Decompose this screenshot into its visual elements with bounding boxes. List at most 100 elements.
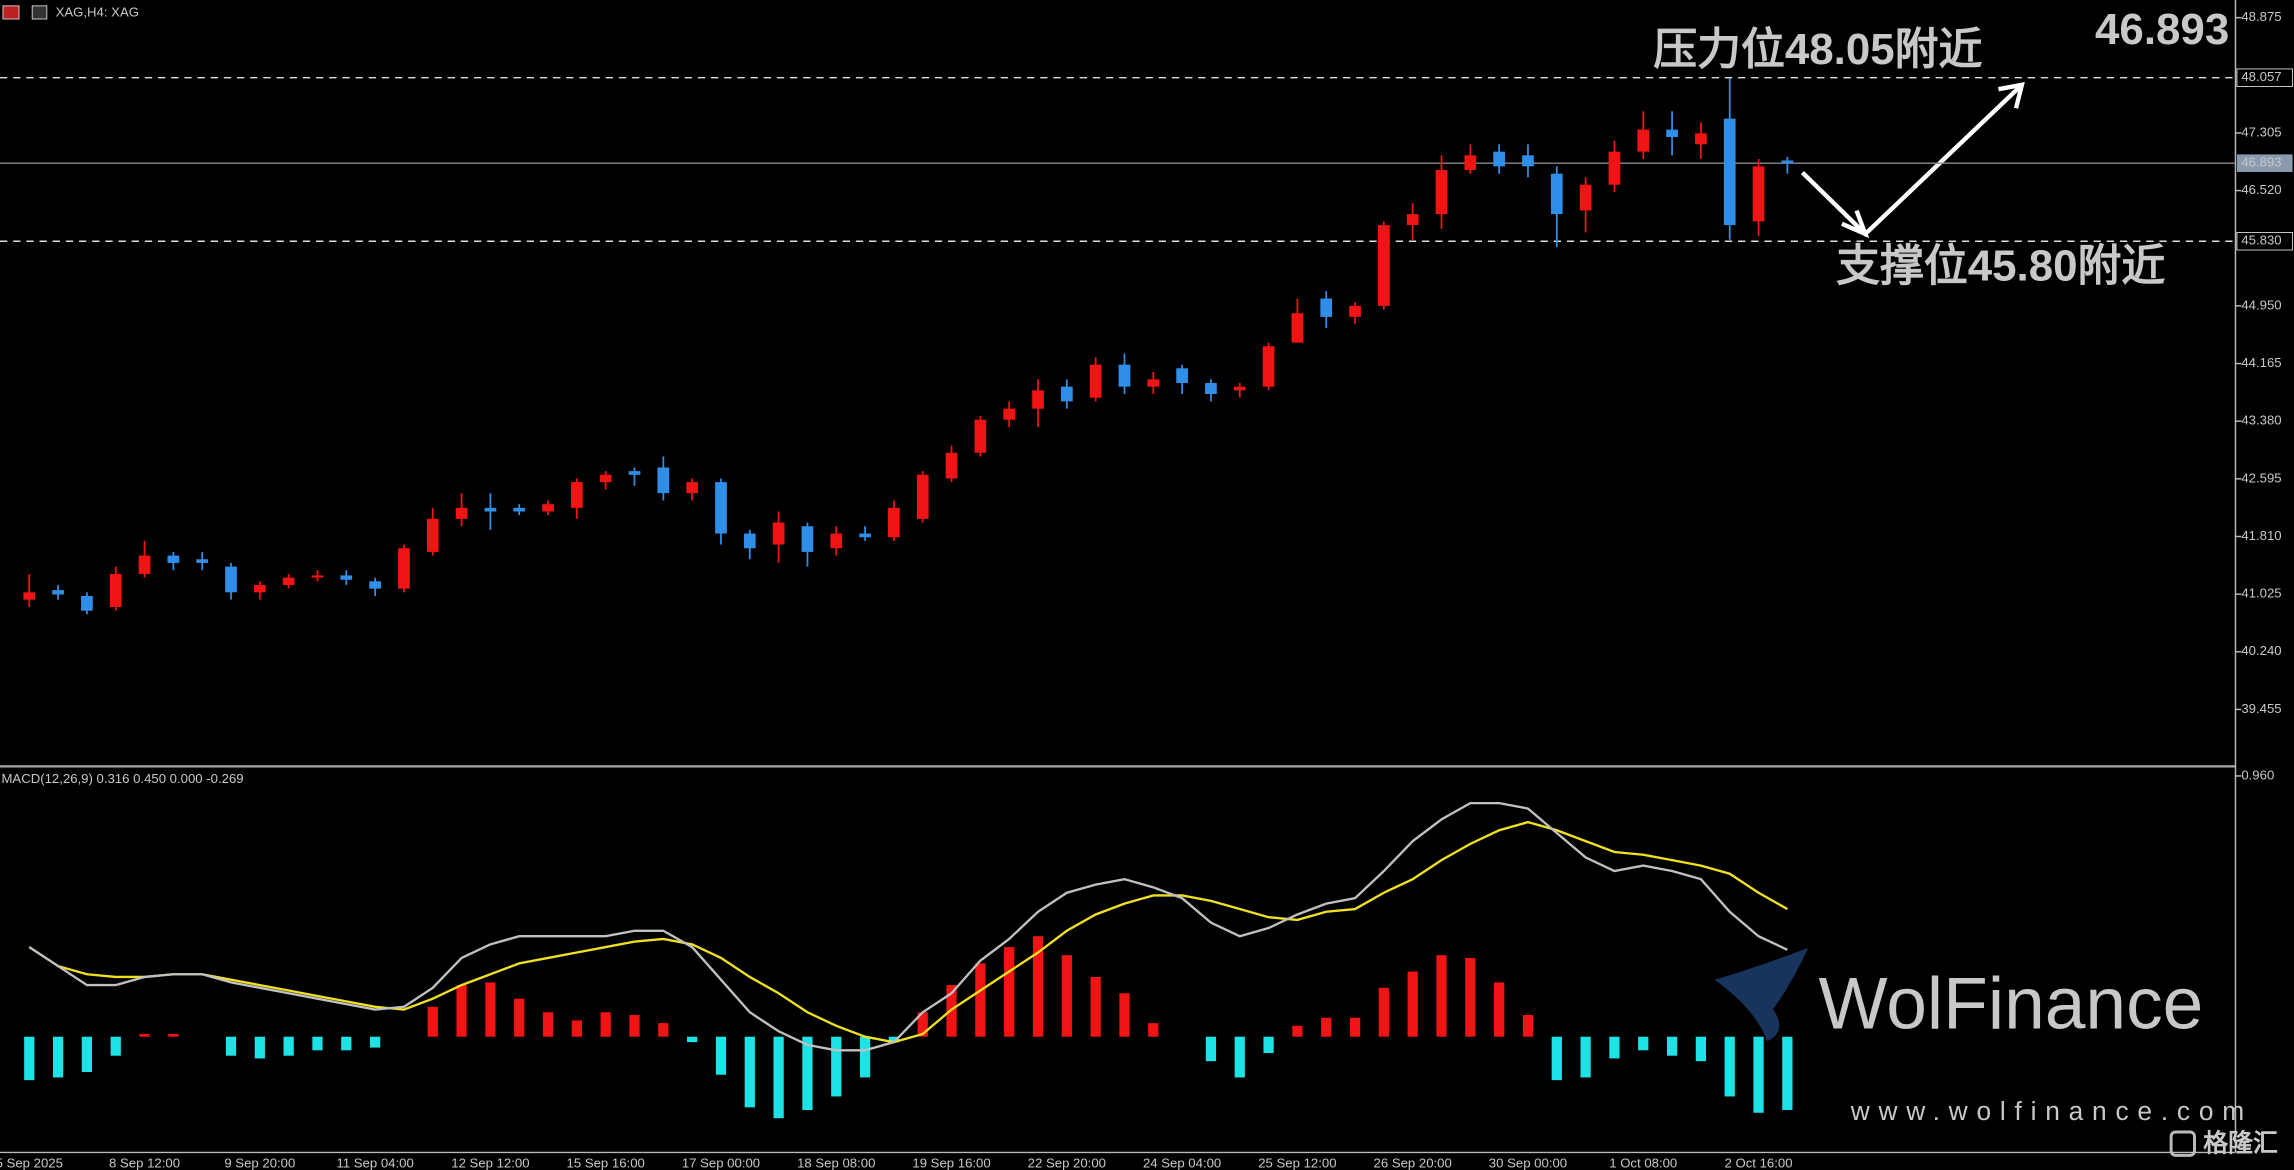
histogram-bar — [1695, 1036, 1707, 1062]
histogram-bar — [1234, 1036, 1245, 1078]
logo-mark — [2169, 1130, 2196, 1157]
x-tick-label: 30 Sep 00:00 — [1489, 1156, 1567, 1170]
candle-body — [1637, 129, 1650, 152]
candle-body — [1262, 346, 1275, 387]
y-tick-label: 43.380 — [2241, 413, 2281, 428]
histogram-bar — [542, 1012, 554, 1037]
histogram-bar — [456, 985, 467, 1037]
candle-body — [801, 526, 814, 552]
histogram-bar — [1148, 1023, 1159, 1037]
x-tick-label: 22 Sep 20:00 — [1028, 1156, 1106, 1170]
histogram-bar — [917, 1012, 928, 1037]
candle-body — [81, 595, 93, 611]
histogram-bar — [1494, 982, 1505, 1037]
candle-body — [167, 555, 180, 563]
histogram-bar — [225, 1036, 237, 1056]
watermark-logo — [1714, 947, 1809, 1042]
histogram-bar — [1724, 1036, 1735, 1097]
x-tick-label: 1 Oct 08:00 — [1609, 1156, 1677, 1170]
y-tick-label: 44.950 — [2241, 297, 2281, 312]
candle-body — [1579, 184, 1592, 211]
x-tick-label: 17 Sep 00:00 — [682, 1156, 760, 1170]
x-tick-label: 26 Sep 20:00 — [1374, 1156, 1452, 1170]
watermark-bird — [1714, 947, 1809, 1042]
candle-body — [571, 482, 583, 508]
level-label-box — [2236, 232, 2293, 251]
candle-body — [772, 522, 785, 545]
x-tick-label: 5 Sep 2025 — [0, 1156, 63, 1170]
x-tick-label: 12 Sep 12:00 — [451, 1156, 529, 1170]
histogram-bar — [1349, 1017, 1361, 1037]
x-tick-label: 19 Sep 16:00 — [912, 1156, 990, 1170]
candle-body — [945, 452, 958, 479]
candle-body — [398, 548, 410, 589]
histogram-bar — [831, 1036, 842, 1097]
candle-body — [369, 581, 381, 589]
histogram-bar — [1321, 1017, 1332, 1037]
histogram-bar — [1119, 993, 1130, 1037]
histogram-bar — [1032, 936, 1044, 1037]
arrow-head — [1841, 209, 1870, 239]
candle-body — [888, 507, 900, 538]
candle-body — [686, 482, 699, 494]
annotation: 46.893 — [2095, 5, 2229, 54]
y-tick-label: 40.240 — [2241, 643, 2281, 658]
histogram-bar — [81, 1036, 93, 1073]
candle-body — [1695, 133, 1707, 145]
candle-body — [23, 592, 36, 600]
candle-body — [1118, 364, 1131, 387]
candle-body — [455, 507, 468, 519]
histogram-bar — [1551, 1036, 1562, 1081]
candle-body — [1464, 155, 1477, 171]
symbol-label: XAG,H4: XAG — [56, 5, 139, 20]
logo-text: 格隆汇 — [2203, 1129, 2278, 1158]
histogram-bar — [254, 1036, 265, 1059]
histogram-bar — [1782, 1036, 1793, 1111]
histogram-bar — [1292, 1025, 1303, 1037]
histogram-bar — [859, 1036, 871, 1078]
histogram-bar — [1580, 1036, 1591, 1078]
y-tick-label: 42.595 — [2241, 470, 2281, 485]
y-tick-label: 41.810 — [2241, 528, 2281, 543]
x-tick-label: 9 Sep 20:00 — [224, 1156, 295, 1170]
arrow-head — [1998, 82, 2025, 109]
candle-body — [513, 507, 526, 512]
candle-body — [1205, 382, 1217, 395]
candle-body — [628, 471, 641, 475]
candle-body — [657, 467, 670, 494]
histogram-bar — [369, 1036, 381, 1048]
level-label-box — [2236, 68, 2293, 87]
candle-body — [743, 533, 756, 549]
candle-body — [974, 419, 987, 453]
candle-body — [1032, 390, 1044, 409]
candle-body — [1666, 129, 1678, 137]
candle-body — [1176, 368, 1188, 383]
candle-body — [542, 504, 554, 512]
x-tick-label: 24 Sep 04:00 — [1143, 1156, 1221, 1170]
histogram-bar — [110, 1036, 121, 1056]
candle-body — [1406, 214, 1419, 226]
last-price-label: 46.893 — [2241, 155, 2281, 170]
annotation: 压力位48.05附近 — [1653, 25, 1982, 74]
candle-body — [311, 575, 324, 578]
histogram-bar — [1205, 1036, 1217, 1062]
histogram-bar — [485, 982, 496, 1037]
candle-body — [52, 590, 64, 595]
candle-body — [1291, 313, 1304, 343]
histogram-bar — [629, 1014, 640, 1037]
y-tick-label: 0.960 — [2241, 767, 2274, 782]
candle-body — [1349, 305, 1361, 317]
candle-body — [1060, 386, 1073, 402]
histogram-bar — [1004, 947, 1015, 1037]
histogram-bar — [975, 963, 986, 1037]
x-tick-label: 2 Oct 16:00 — [1725, 1156, 1793, 1170]
y-tick-label: 48.875 — [2241, 9, 2281, 24]
candle-body — [225, 566, 237, 593]
candle-body — [715, 482, 727, 534]
candle-body — [1723, 118, 1736, 226]
candle-body — [1435, 170, 1448, 215]
histogram-bar — [687, 1036, 698, 1043]
y-tick-label: 41.025 — [2241, 586, 2281, 601]
